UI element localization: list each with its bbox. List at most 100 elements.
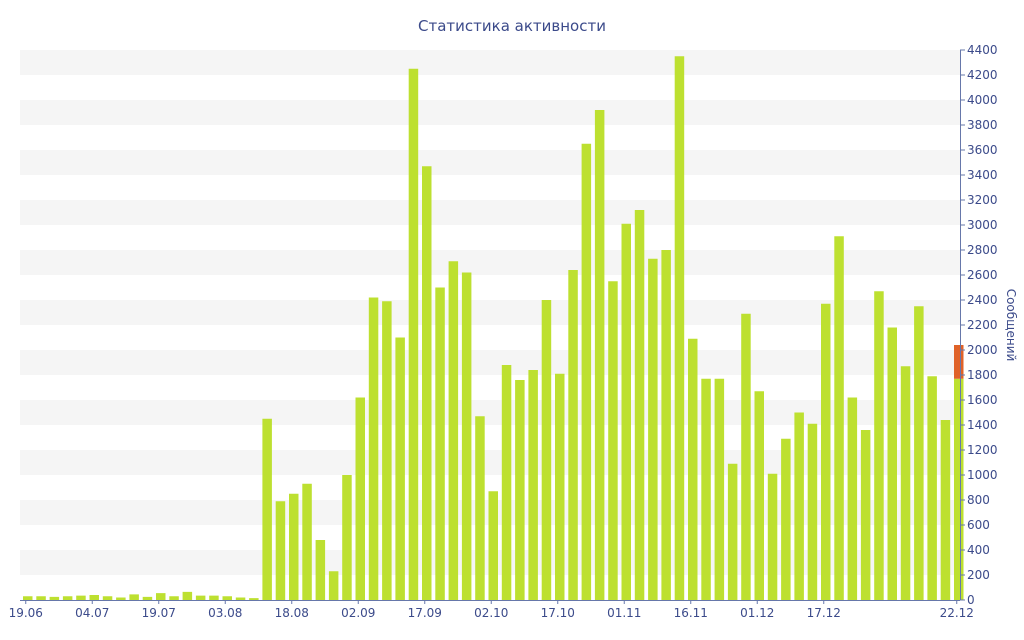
bar bbox=[302, 483, 312, 600]
y-tick-label: 1000 bbox=[967, 468, 998, 482]
bar bbox=[328, 571, 339, 600]
y-tick-label: 1400 bbox=[967, 418, 998, 432]
y-tick-label: 2000 bbox=[967, 343, 998, 357]
bar bbox=[461, 272, 472, 600]
bars bbox=[23, 56, 964, 600]
x-tick-label: 02.09 bbox=[341, 606, 375, 620]
bar bbox=[528, 370, 538, 600]
x-tick-label: 04.07 bbox=[75, 606, 109, 620]
y-tick-label: 2400 bbox=[967, 293, 998, 307]
y-tick-label: 2800 bbox=[967, 243, 998, 257]
bar bbox=[102, 596, 113, 600]
x-tick-label: 19.07 bbox=[142, 606, 176, 620]
grid-band bbox=[20, 300, 960, 325]
bar bbox=[767, 473, 778, 600]
y-tick-label: 3800 bbox=[967, 118, 998, 132]
bar bbox=[834, 236, 844, 600]
x-tick-label: 02.10 bbox=[474, 606, 508, 620]
bar bbox=[408, 68, 419, 600]
bar bbox=[116, 597, 126, 600]
bar bbox=[674, 56, 685, 600]
bar bbox=[501, 365, 512, 600]
bar bbox=[594, 110, 605, 600]
grid-band bbox=[20, 250, 960, 275]
bar bbox=[914, 306, 924, 600]
bar bbox=[581, 143, 592, 600]
bar bbox=[89, 595, 99, 600]
y-tick-label: 200 bbox=[967, 568, 990, 582]
bar bbox=[76, 595, 86, 600]
bar bbox=[874, 291, 884, 600]
bar bbox=[222, 596, 232, 600]
bar bbox=[342, 475, 352, 600]
bar bbox=[235, 597, 246, 600]
bar bbox=[209, 595, 219, 600]
y-tick-label: 400 bbox=[967, 543, 990, 557]
y-axis-label: Сообщений bbox=[1004, 289, 1018, 362]
grid-band bbox=[20, 150, 960, 175]
y-tick-label: 600 bbox=[967, 518, 990, 532]
bar-highlight bbox=[954, 345, 964, 379]
bar bbox=[688, 338, 698, 600]
bar bbox=[395, 337, 405, 600]
y-tick-label: 1200 bbox=[967, 443, 998, 457]
bar bbox=[568, 270, 578, 600]
grid-band bbox=[20, 400, 960, 425]
bar bbox=[727, 463, 738, 600]
bar bbox=[714, 378, 725, 600]
bar bbox=[475, 416, 485, 600]
bar bbox=[315, 540, 326, 600]
y-tick-label: 800 bbox=[967, 493, 990, 507]
bar bbox=[36, 596, 46, 600]
bar bbox=[794, 412, 804, 600]
bar bbox=[781, 438, 791, 600]
y-tick-label: 3200 bbox=[967, 193, 998, 207]
chart-title: Статистика активности bbox=[418, 17, 606, 35]
x-tick-label: 01.11 bbox=[607, 606, 641, 620]
bar bbox=[847, 397, 858, 600]
y-tick-label: 4000 bbox=[967, 93, 998, 107]
x-tick-label: 17.10 bbox=[541, 606, 575, 620]
y-tick-label: 3400 bbox=[967, 168, 998, 182]
bar bbox=[448, 261, 459, 600]
y-tick-label: 4400 bbox=[967, 43, 998, 57]
bar bbox=[129, 594, 139, 600]
bar bbox=[289, 493, 299, 600]
grid-band bbox=[20, 50, 960, 75]
bar bbox=[169, 596, 179, 600]
x-tick-label: 03.08 bbox=[208, 606, 242, 620]
bar bbox=[821, 303, 831, 600]
bar bbox=[661, 250, 671, 600]
bar bbox=[368, 297, 379, 600]
bar bbox=[275, 501, 286, 600]
bar bbox=[62, 596, 73, 600]
y-tick-label: 3600 bbox=[967, 143, 998, 157]
bar bbox=[195, 595, 206, 600]
axes: 0 200 400 600 800 1000 1200 1400 1600 1800 2000 220… bbox=[9, 43, 998, 620]
y-tick-label: 2200 bbox=[967, 318, 998, 332]
bar bbox=[940, 420, 951, 600]
bar bbox=[634, 210, 645, 600]
grid-band bbox=[20, 100, 960, 125]
bar bbox=[156, 593, 166, 600]
bar bbox=[435, 287, 445, 600]
bar bbox=[49, 596, 60, 600]
bar bbox=[927, 376, 937, 600]
y-tick-label: 2600 bbox=[967, 268, 998, 282]
bar bbox=[741, 313, 751, 600]
y-tick-label: 1800 bbox=[967, 368, 998, 382]
grid-band bbox=[20, 450, 960, 475]
x-tick-label: 18.08 bbox=[275, 606, 309, 620]
grid-band bbox=[20, 350, 960, 375]
bar bbox=[608, 281, 618, 600]
x-tick-label: 19.06 bbox=[9, 606, 43, 620]
bar bbox=[142, 596, 153, 600]
bar bbox=[860, 430, 871, 600]
bar bbox=[23, 596, 33, 600]
bar bbox=[355, 397, 365, 600]
x-tick-label: 16.11 bbox=[674, 606, 708, 620]
x-tick-label: 01.12 bbox=[740, 606, 774, 620]
bar bbox=[422, 166, 432, 600]
bar bbox=[754, 391, 764, 600]
